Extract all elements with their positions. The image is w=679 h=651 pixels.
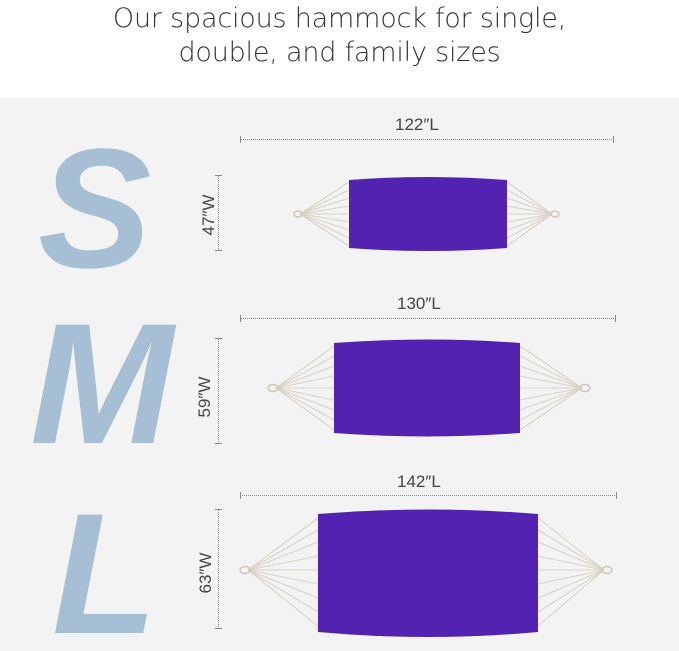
length-label-m: 130″L — [397, 294, 441, 313]
page-header: Our spacious hammock for single, double,… — [0, 0, 679, 98]
hammock-medium — [267, 339, 591, 437]
width-dimension-line-l — [218, 509, 219, 629]
length-dimension-line-s — [240, 139, 614, 140]
width-label-m: 59″W — [195, 376, 214, 418]
width-dimension-line-s — [218, 175, 219, 251]
hammock-large — [239, 509, 613, 637]
size-letter-m: M — [30, 288, 173, 480]
hammock-small — [293, 177, 560, 251]
width-label-l: 63″W — [196, 552, 215, 594]
size-letter-l: L — [52, 478, 157, 651]
length-label-s: 122″L — [395, 115, 439, 134]
size-chart-panel: S 122″L 47″W M 130″L 59″W — [0, 98, 679, 651]
headline-line-2: double, and family sizes — [178, 37, 501, 68]
width-label-s: 47″W — [199, 194, 218, 236]
headline-line-1: Our spacious hammock for single, — [112, 3, 567, 34]
length-dimension-line-l — [240, 495, 617, 496]
length-dimension-line-m — [240, 318, 616, 319]
length-label-l: 142″L — [397, 472, 441, 491]
width-dimension-line-m — [218, 338, 219, 444]
size-letter-s: S — [38, 114, 151, 304]
